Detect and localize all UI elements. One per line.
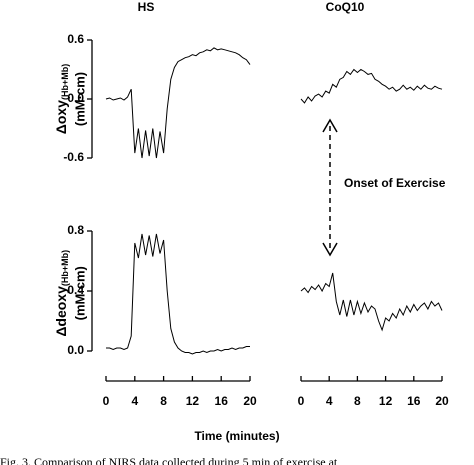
x-tick-label: 12	[186, 394, 200, 408]
x-tick-label: 8	[354, 394, 361, 408]
x-tick-label: 0	[298, 394, 305, 408]
x-tick-label: 20	[435, 394, 449, 408]
panel-title: HS	[138, 0, 155, 14]
trace	[105, 47, 251, 159]
x-tick-label: 20	[243, 394, 257, 408]
y-label-main: Δoxy	[53, 100, 69, 134]
y-tick-label: 0.8	[67, 223, 84, 237]
x-tick-label: 12	[379, 394, 393, 408]
x-tick-label: 4	[326, 394, 333, 408]
x-tick-label: 16	[215, 394, 229, 408]
y-axis-label: Δoxy(Hb+Mb)	[53, 64, 71, 134]
onset-arrow	[322, 118, 338, 257]
y-axis-unit: (mM·cm)	[72, 72, 87, 126]
trace	[300, 68, 443, 104]
x-tick-label: 8	[160, 394, 167, 408]
y-axis-label: Δdeoxy(Hb+Mb)	[53, 250, 71, 337]
y-tick-label: 0.0	[67, 343, 84, 357]
y-tick-label: -0.6	[63, 150, 84, 164]
panel-title: CoQ10	[326, 0, 365, 14]
x-tick-label: 4	[131, 394, 138, 408]
y-axis-unit: (mM·cm)	[72, 266, 87, 320]
trace	[106, 233, 250, 355]
x-axis-label: Time (minutes)	[194, 429, 279, 443]
y-label-sub: (Hb+Mb)	[60, 64, 70, 100]
annotation: Onset of Exercise	[344, 176, 446, 190]
caption: Fig. 3. Comparison of NIRS data collecte…	[0, 455, 338, 465]
y-tick-label: 0.4	[67, 283, 84, 297]
y-tick-label: 0.0	[67, 91, 84, 105]
trace	[300, 272, 443, 332]
y-label-sub: (Hb+Mb)	[60, 250, 70, 286]
y-label-main: Δdeoxy	[53, 286, 69, 337]
x-tick-label: 0	[103, 394, 110, 408]
y-tick-label: 0.6	[67, 32, 84, 46]
x-tick-label: 16	[407, 394, 421, 408]
